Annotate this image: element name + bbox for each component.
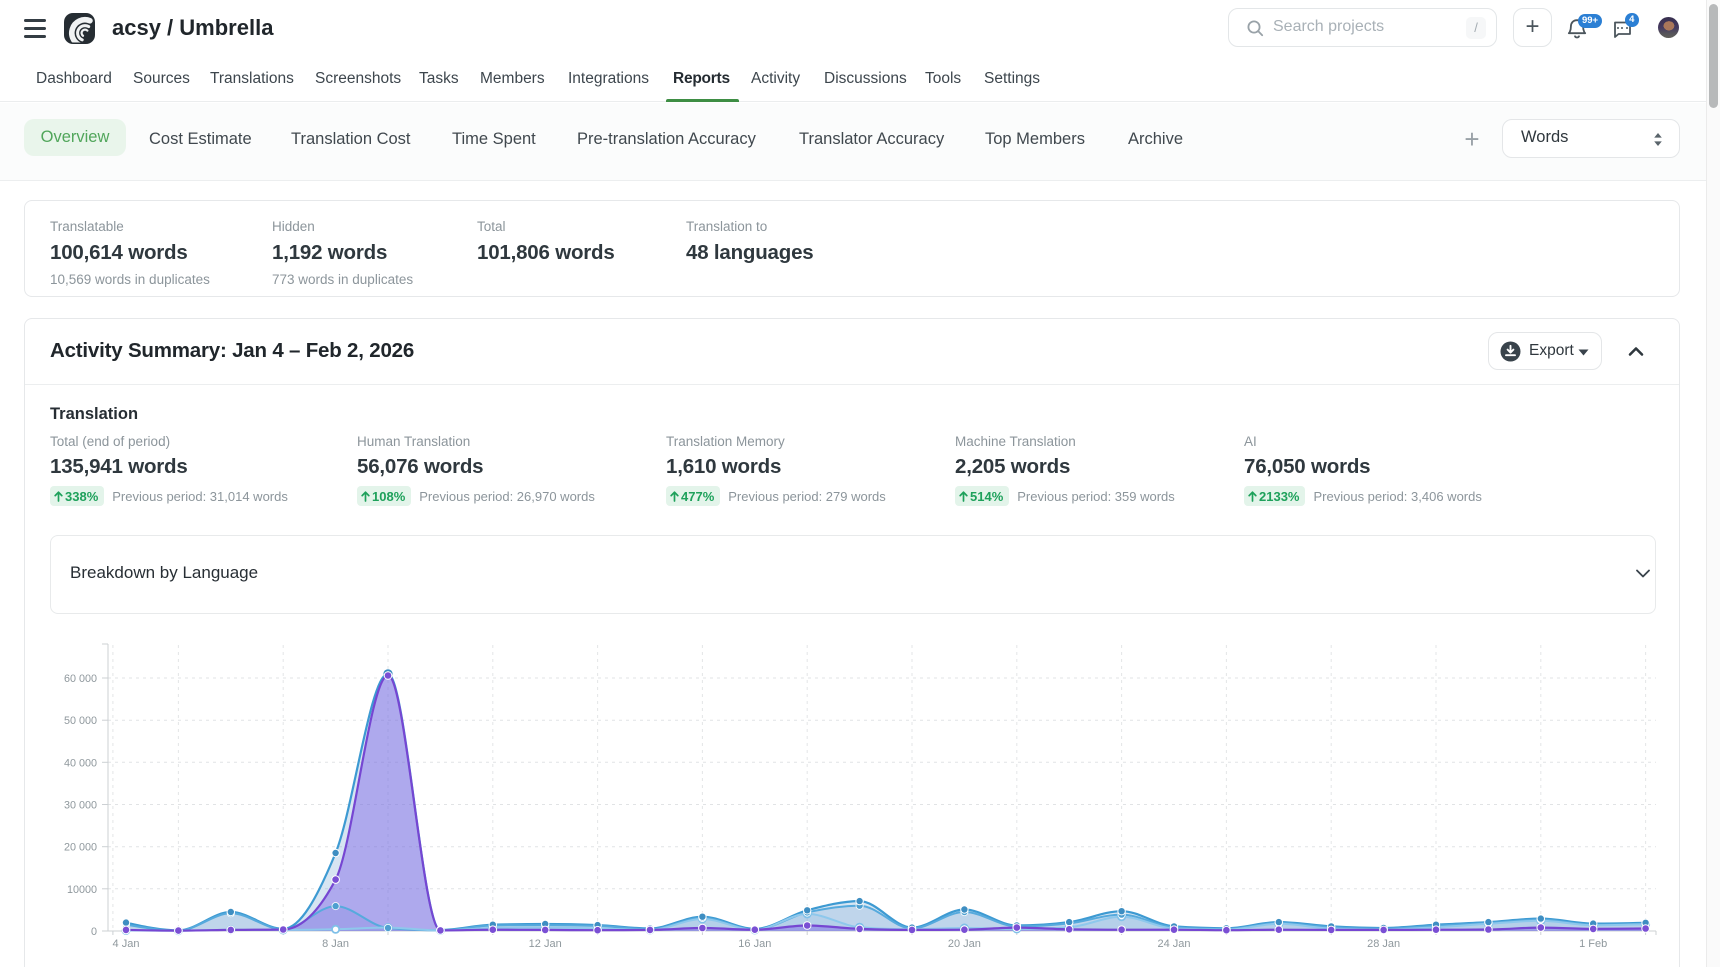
svg-text:40 000: 40 000 (64, 757, 97, 769)
svg-text:8 Jan: 8 Jan (322, 938, 349, 950)
svg-text:10000: 10000 (67, 884, 97, 896)
svg-text:16 Jan: 16 Jan (738, 938, 771, 950)
svg-text:20 000: 20 000 (64, 842, 97, 854)
svg-text:60 000: 60 000 (64, 673, 97, 685)
svg-text:28 Jan: 28 Jan (1367, 938, 1400, 950)
svg-text:20 Jan: 20 Jan (948, 938, 981, 950)
svg-text:50 000: 50 000 (64, 715, 97, 727)
svg-text:24 Jan: 24 Jan (1157, 938, 1190, 950)
svg-text:30 000: 30 000 (64, 800, 97, 812)
svg-text:4 Jan: 4 Jan (113, 938, 140, 950)
svg-text:1 Feb: 1 Feb (1579, 938, 1607, 950)
svg-text:0: 0 (91, 926, 97, 938)
svg-text:12 Jan: 12 Jan (529, 938, 562, 950)
